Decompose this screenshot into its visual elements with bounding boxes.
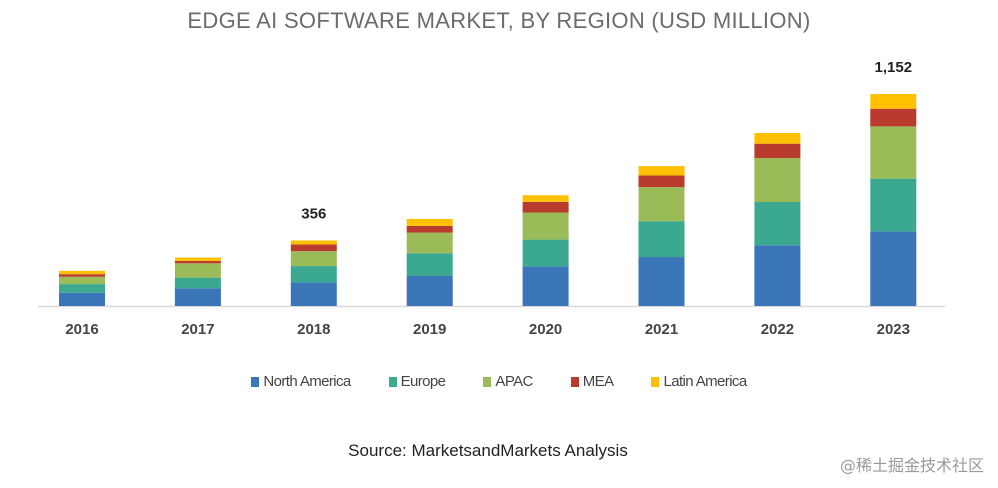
bar-apac-2016 xyxy=(59,276,105,285)
bar-latin-america-2020 xyxy=(522,195,569,202)
bar-europe-2018 xyxy=(290,266,337,283)
bar-latin-america-2021 xyxy=(638,166,685,176)
bar-apac-2021 xyxy=(638,187,685,222)
bar-north-america-2023 xyxy=(870,231,917,306)
bar-apac-2019 xyxy=(406,232,453,254)
bar-apac-2022 xyxy=(754,158,801,203)
legend-swatch xyxy=(251,376,260,387)
x-tick-label: 2017 xyxy=(181,321,214,338)
bar-mea-2019 xyxy=(406,225,453,233)
bar-apac-2018 xyxy=(290,251,337,267)
bar-latin-america-2017 xyxy=(174,257,221,261)
bar-latin-america-2023 xyxy=(870,94,917,109)
bar-latin-america-2022 xyxy=(754,133,801,144)
bar-mea-2020 xyxy=(522,201,569,213)
bar-north-america-2018 xyxy=(290,282,337,306)
legend-swatch xyxy=(483,376,492,387)
legend-swatch xyxy=(388,376,397,387)
legend-label: MEA xyxy=(582,373,614,390)
bar-europe-2022 xyxy=(754,202,801,246)
bar-apac-2017 xyxy=(174,263,221,278)
x-tick-label: 2023 xyxy=(877,321,910,338)
bar-apac-2020 xyxy=(522,212,569,240)
bar-north-america-2016 xyxy=(59,292,105,306)
bar-europe-2019 xyxy=(406,253,453,276)
bar-europe-2020 xyxy=(522,239,569,267)
legend-label: Europe xyxy=(400,373,446,390)
total-label: 356 xyxy=(301,205,326,222)
bar-north-america-2017 xyxy=(174,288,221,306)
legend-swatch xyxy=(570,376,579,387)
x-tick-label: 2022 xyxy=(761,321,794,338)
bar-north-america-2022 xyxy=(754,245,801,306)
x-tick-label: 2016 xyxy=(65,321,98,338)
bar-europe-2016 xyxy=(59,284,105,293)
bar-europe-2021 xyxy=(638,221,685,258)
x-tick-label: 2019 xyxy=(413,321,446,338)
bar-latin-america-2019 xyxy=(406,218,453,226)
legend-swatch xyxy=(651,376,660,387)
x-tick-label: 2020 xyxy=(529,321,562,338)
legend-item: MEA xyxy=(570,373,614,390)
bar-europe-2023 xyxy=(870,178,917,232)
legend-label: North America xyxy=(263,373,351,390)
bar-mea-2018 xyxy=(290,244,337,252)
bar-apac-2023 xyxy=(870,126,917,179)
bar-north-america-2020 xyxy=(522,266,569,306)
bar-europe-2017 xyxy=(174,277,221,289)
total-label: 1,152 xyxy=(875,59,913,76)
legend-item: North America xyxy=(251,373,351,390)
watermark: @稀土掘金技术社区 xyxy=(839,456,984,475)
bar-mea-2016 xyxy=(59,274,105,277)
bar-mea-2022 xyxy=(754,143,801,159)
legend-item: Europe xyxy=(388,373,446,390)
bar-mea-2021 xyxy=(638,175,685,188)
chart-title: EDGE AI SOFTWARE MARKET, BY REGION (USD … xyxy=(187,8,811,33)
bar-north-america-2019 xyxy=(406,275,453,306)
x-tick-label: 2018 xyxy=(297,321,330,338)
bar-mea-2023 xyxy=(870,108,917,127)
legend-label: Latin America xyxy=(663,373,747,390)
x-tick-label: 2021 xyxy=(645,321,678,338)
bar-latin-america-2018 xyxy=(290,240,337,245)
bar-mea-2017 xyxy=(174,260,221,264)
bar-latin-america-2016 xyxy=(59,270,105,275)
legend: North America Europe APAC MEA Latin America xyxy=(0,373,998,390)
bar-north-america-2021 xyxy=(638,257,685,306)
legend-label: APAC xyxy=(495,373,533,390)
source-note: Source: MarketsandMarkets Analysis xyxy=(348,441,628,460)
legend-item: APAC xyxy=(483,373,533,390)
legend-item: Latin America xyxy=(651,373,747,390)
